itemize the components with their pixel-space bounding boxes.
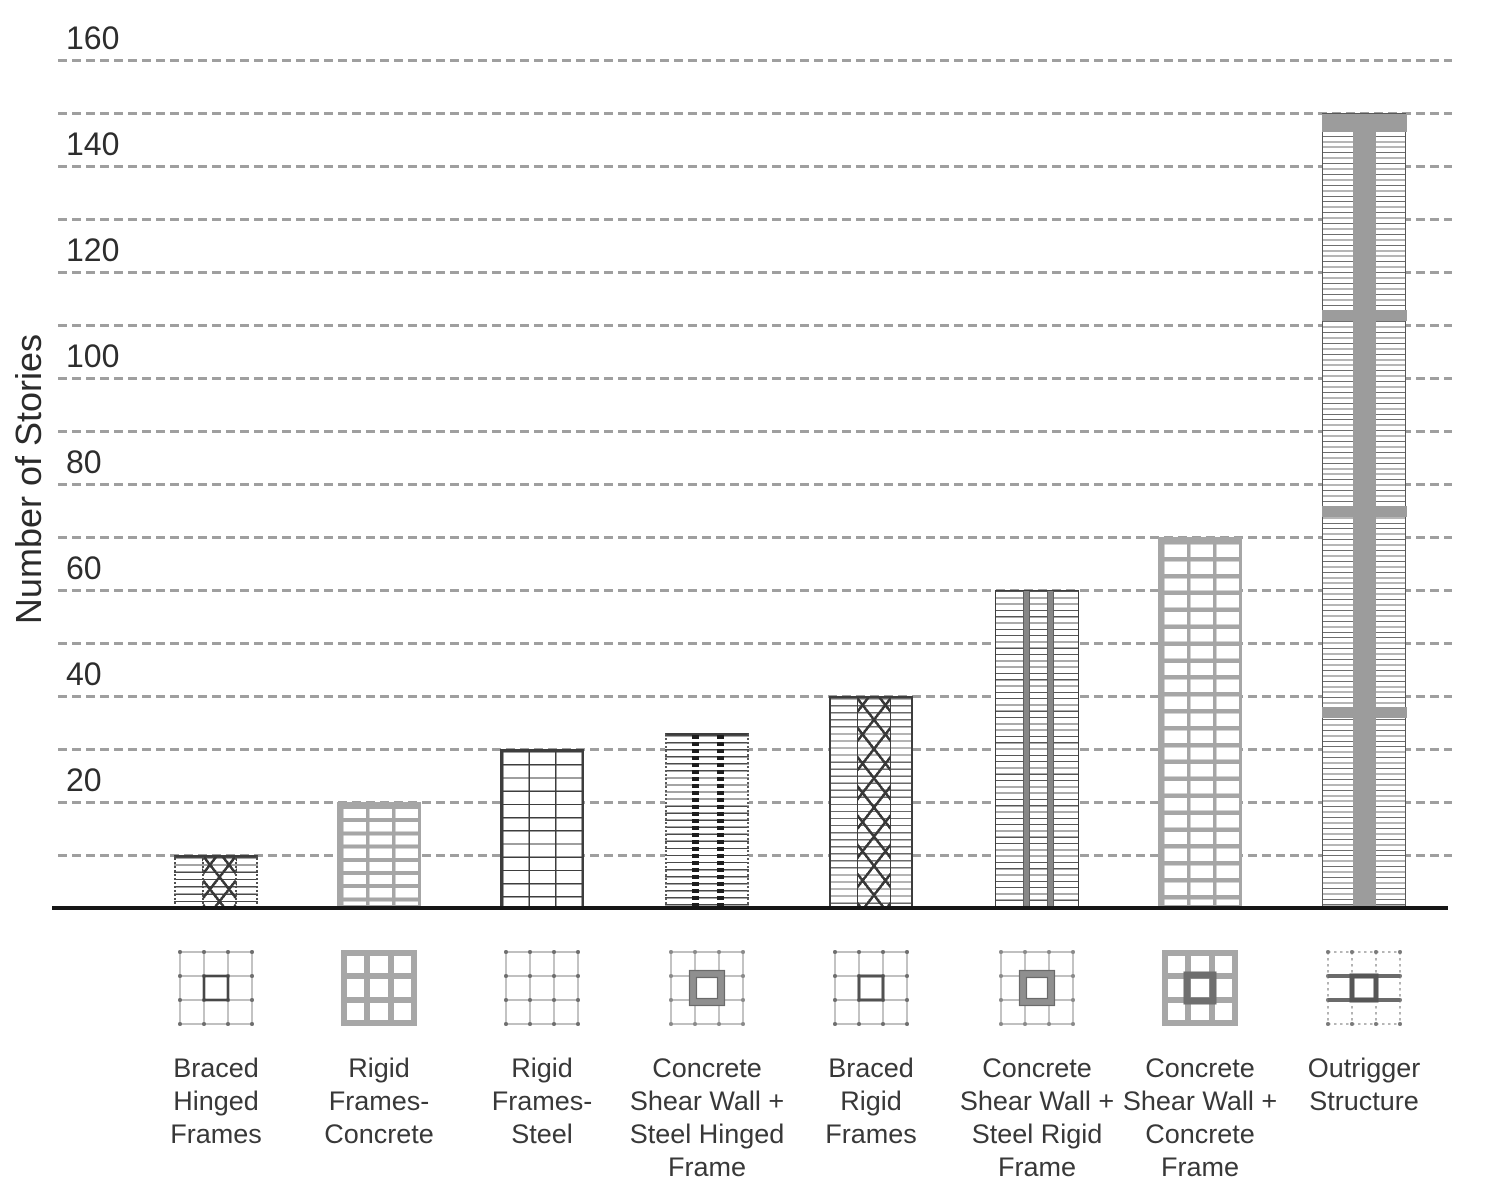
- bar-concrete-shear-wall-steel-rigid-frame: [995, 590, 1079, 908]
- gridline: [58, 483, 1452, 486]
- category-label-braced-rigid-frames: Braced Rigid Frames: [825, 1053, 917, 1149]
- y-tick-label: 100: [66, 338, 120, 374]
- plan-concrete-grid-icon: [335, 944, 423, 1032]
- y-tick-label: 40: [66, 656, 102, 692]
- plan-core-dark-icon: [827, 944, 915, 1032]
- bar-braced-hinged-frames: [174, 855, 258, 908]
- gridline: [58, 430, 1452, 433]
- plan-outrigger-icon: [1320, 944, 1408, 1032]
- shear-wall-band: [717, 735, 724, 908]
- y-tick-label: 140: [66, 126, 120, 162]
- category-label-braced-hinged-frames: Braced Hinged Frames: [170, 1053, 262, 1149]
- bar-concrete-shear-wall-steel-hinged-frame: [665, 733, 749, 908]
- gridline: [58, 801, 1452, 804]
- bar-concrete-shear-wall-concrete-frame: [1158, 537, 1242, 908]
- plan-core-braced-icon: [172, 944, 260, 1032]
- plan-core-gray-icon: [663, 944, 751, 1032]
- x-bracing-bay: [857, 698, 892, 906]
- gridline: [58, 589, 1452, 592]
- y-tick-label: 120: [66, 232, 120, 268]
- bar-rigid-frames-concrete: [337, 802, 421, 908]
- shear-wall-line: [1046, 591, 1054, 907]
- x-axis-line: [52, 906, 1448, 910]
- category-label-concrete-shear-wall-concrete-frame: Concrete Shear Wall + Concrete Frame: [1122, 1053, 1278, 1182]
- gridline: [58, 854, 1452, 857]
- gridline: [58, 642, 1452, 645]
- gridline: [58, 748, 1452, 751]
- category-label-concrete-shear-wall-steel-hinged-frame: Concrete Shear Wall + Steel Hinged Frame: [629, 1053, 785, 1182]
- gridline: [58, 695, 1452, 698]
- shear-wall-band: [691, 735, 699, 908]
- category-label-rigid-frames-concrete: Rigid Frames- Concrete: [324, 1053, 434, 1149]
- bar-outrigger-structure: [1321, 113, 1407, 908]
- y-tick-label: 80: [66, 444, 102, 480]
- gridline: [58, 377, 1452, 380]
- bar-braced-rigid-frames: [829, 696, 913, 908]
- outrigger-band: [1321, 707, 1407, 719]
- shear-wall-line: [1023, 591, 1031, 907]
- category-label-rigid-frames-steel: Rigid Frames- Steel: [491, 1053, 593, 1149]
- plan-concrete-core-icon: [1156, 944, 1244, 1032]
- outrigger-band: [1321, 506, 1407, 517]
- gridline: [58, 112, 1452, 115]
- y-tick-label: 20: [66, 762, 102, 798]
- y-tick-label: 160: [66, 20, 120, 56]
- gridline: [58, 218, 1452, 221]
- plan-steel-grid-icon: [498, 944, 586, 1032]
- gridline: [58, 165, 1452, 168]
- bar-rigid-frames-steel: [500, 749, 584, 908]
- y-tick-label: 60: [66, 550, 102, 586]
- y-axis-title: Number of Stories: [8, 333, 49, 625]
- gridline: [58, 59, 1452, 62]
- gridline: [58, 271, 1452, 274]
- x-bracing-bay: [202, 857, 237, 908]
- plan-core-gray-icon: [993, 944, 1081, 1032]
- category-label-outrigger-structure: Outrigger Structure: [1307, 1053, 1421, 1116]
- outrigger-top-cap: [1321, 114, 1407, 132]
- gridline: [58, 536, 1452, 539]
- category-label-concrete-shear-wall-steel-rigid-frame: Concrete Shear Wall + Steel Rigid Frame: [959, 1053, 1115, 1182]
- gridline: [58, 324, 1452, 327]
- outrigger-band: [1321, 309, 1407, 321]
